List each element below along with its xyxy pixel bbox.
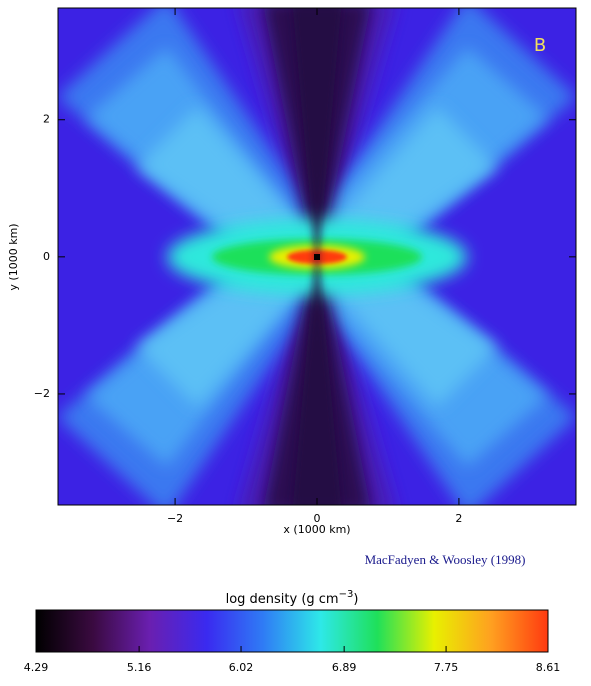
colorbar [35, 609, 549, 653]
y-tick-label: −2 [34, 387, 50, 400]
x-tick-label: 2 [455, 512, 462, 525]
y-tick-label: 0 [43, 250, 50, 263]
x-tick-label: 0 [314, 512, 321, 525]
panel-label: B [534, 35, 546, 56]
y-axis-label: y (1000 km) [7, 223, 20, 290]
colorbar-tick-label: 5.16 [127, 661, 152, 674]
x-tick-label: −2 [167, 512, 183, 525]
colorbar-tick-label: 7.75 [434, 661, 459, 674]
y-tick-label: 2 [43, 113, 50, 126]
density-field [58, 8, 576, 505]
colorbar-tick-label: 4.29 [24, 661, 49, 674]
colorbar-label: log density (g cm−3) [226, 589, 359, 607]
colorbar-tick-label: 8.61 [536, 661, 561, 674]
credit: MacFadyen & Woosley (1998) [365, 552, 526, 567]
colorbar-label-exponent: −3 [339, 589, 354, 600]
colorbar-label-end: ) [353, 592, 358, 607]
colorbar-label-text: log density (g cm [226, 592, 339, 607]
colorbar-tick-label: 6.89 [332, 661, 357, 674]
colorbar-tick-label: 6.02 [229, 661, 254, 674]
x-axis-label: x (1000 km) [283, 523, 350, 536]
